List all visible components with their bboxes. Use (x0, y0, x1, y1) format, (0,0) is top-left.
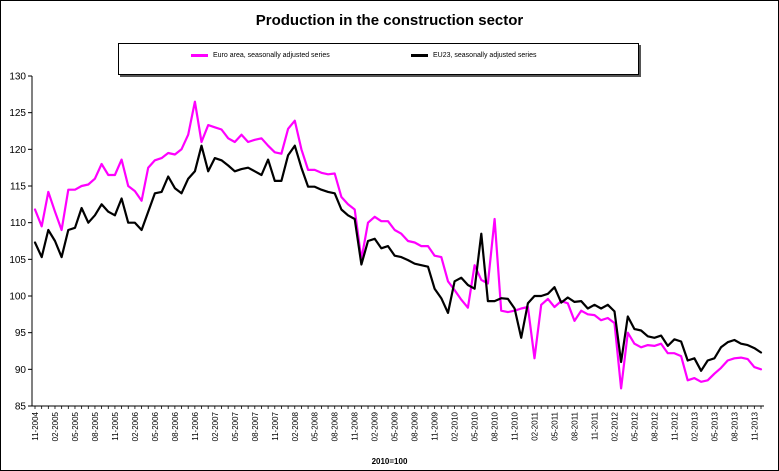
legend-label-eu23: EU23, seasonally adjusted series (433, 52, 537, 59)
x-tick-label: 08-2012 (650, 411, 659, 441)
x-tick-label: 08-2008 (331, 411, 340, 441)
x-tick-label: 05-2012 (630, 411, 639, 441)
x-tick-label: 08-2006 (171, 411, 180, 441)
series-line-euro-area (33, 100, 763, 390)
x-tick-label: 02-2006 (131, 411, 140, 441)
x-tick-label: 02-2011 (531, 411, 540, 440)
x-tick-label: 02-2007 (211, 411, 220, 441)
x-tick-label: 11-2008 (351, 411, 360, 440)
x-tick-label: 11-2004 (31, 411, 40, 440)
y-tick-label: 125 (9, 108, 26, 119)
x-tick-label: 02-2012 (610, 411, 619, 441)
x-tick-label: 05-2010 (471, 411, 480, 441)
x-tick-label: 05-2005 (71, 411, 80, 441)
y-tick-label: 85 (15, 402, 27, 413)
x-tick-label: 05-2008 (311, 411, 320, 441)
x-tick-label: 11-2007 (271, 411, 280, 440)
y-tick-label: 90 (15, 365, 27, 376)
y-tick-label: 100 (9, 292, 26, 303)
x-tick-label: 08-2013 (730, 411, 739, 441)
x-tick-label: 08-2007 (251, 411, 260, 441)
x-tick-label: 05-2006 (151, 411, 160, 441)
legend-label-euro-area: Euro area, seasonally adjusted series (213, 52, 330, 59)
x-tick-label: 05-2013 (710, 411, 719, 441)
y-tick-label: 110 (10, 218, 26, 229)
legend-swatch-eu23 (411, 54, 428, 57)
y-tick-label: 95 (15, 328, 27, 339)
x-tick-label: 02-2013 (690, 411, 699, 441)
x-tick-label: 11-2009 (431, 411, 440, 440)
y-tick-label: 130 (9, 72, 26, 83)
legend-entry-euro-area: Euro area, seasonally adjusted series (191, 52, 330, 59)
y-tick-label: 105 (9, 255, 26, 266)
x-tick-label: 05-2011 (551, 411, 560, 440)
x-tick-label: 02-2009 (371, 411, 380, 441)
x-tick-label: 08-2010 (491, 411, 500, 441)
y-tick-label: 120 (9, 145, 26, 156)
x-tick-label: 08-2009 (411, 411, 420, 441)
x-tick-label: 05-2007 (231, 411, 240, 441)
x-tick-label: 11-2005 (111, 411, 120, 440)
x-tick-label: 11-2012 (670, 411, 679, 440)
x-tick-label: 02-2010 (451, 411, 460, 441)
legend-entry-eu23: EU23, seasonally adjusted series (411, 52, 537, 59)
chart-title: Production in the construction sector (255, 12, 524, 29)
x-tick-label: 02-2008 (291, 411, 300, 441)
series-line-eu23 (33, 144, 763, 372)
x-tick-label: 08-2011 (571, 411, 580, 440)
x-tick-label: 11-2011 (590, 411, 599, 440)
x-tick-label: 08-2005 (91, 411, 100, 441)
x-tick-label: 11-2006 (191, 411, 200, 440)
x-tick-label: 11-2010 (511, 411, 520, 440)
x-tick-label: 05-2009 (391, 411, 400, 441)
legend: Euro area, seasonally adjusted series EU… (118, 43, 639, 75)
x-axis-label: 2010=100 (371, 457, 408, 466)
legend-swatch-euro-area (191, 54, 208, 57)
x-tick-label: 02-2005 (51, 411, 60, 441)
y-tick-label: 115 (10, 182, 26, 193)
x-tick-label: 11-2013 (750, 411, 759, 440)
